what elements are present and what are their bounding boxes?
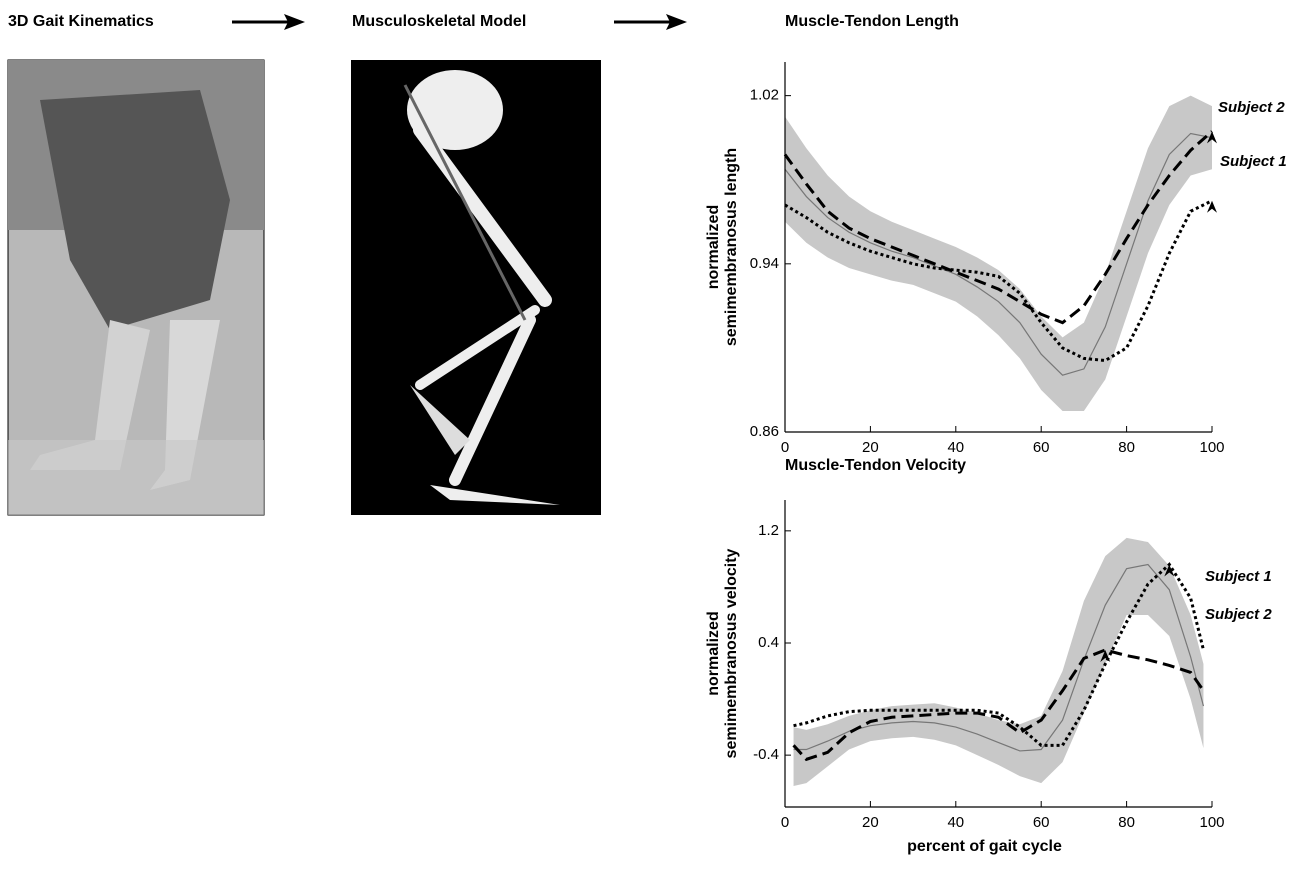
pointer-arrow: [1207, 131, 1217, 144]
y-axis-label: normalized: [705, 205, 722, 289]
pointer-arrow: [1100, 649, 1111, 662]
y-axis-label: semimembranosus velocity: [723, 548, 740, 758]
series-label: Subject 2: [1205, 606, 1272, 623]
y-tick-label: 0.86: [750, 423, 779, 440]
sd-band: [793, 537, 1204, 786]
x-tick-label: 60: [1033, 439, 1050, 456]
x-tick-label: 40: [947, 814, 964, 831]
series-line: [793, 562, 1205, 747]
x-tick-label: 100: [1199, 814, 1224, 831]
chart-title: Muscle-Tendon Length: [785, 13, 959, 30]
chart-title: Muscle-Tendon Velocity: [785, 457, 966, 474]
arrow: [232, 14, 687, 30]
x-tick-label: 60: [1033, 814, 1050, 831]
x-tick-label: 0: [781, 814, 789, 831]
x-tick-label: 20: [862, 814, 879, 831]
x-tick-label: 40: [947, 439, 964, 456]
panel-title: Musculoskeletal Model: [352, 13, 526, 30]
pointer-arrow: [1207, 200, 1217, 213]
x-tick-label: 100: [1199, 439, 1224, 456]
y-tick-label: -0.4: [753, 746, 779, 763]
panel-title: 3D Gait Kinematics: [8, 13, 154, 30]
series-line: [792, 648, 1205, 762]
series-line: [783, 130, 1213, 325]
series-label: Subject 1: [1220, 153, 1287, 170]
x-tick-label: 0: [781, 439, 789, 456]
sd-band: [785, 95, 1212, 411]
series-label: Subject 1: [1205, 568, 1272, 585]
x-tick-label: 80: [1118, 814, 1135, 831]
mean-line: [784, 132, 1213, 376]
x-axis-label: percent of gait cycle: [907, 838, 1062, 855]
photo: [7, 59, 265, 516]
skeleton-image: [351, 60, 601, 515]
series-label: Subject 2: [1218, 99, 1285, 116]
y-tick-label: 1.2: [758, 522, 779, 539]
x-tick-label: 80: [1118, 439, 1135, 456]
series-line: [784, 199, 1213, 363]
y-tick-label: 0.94: [750, 255, 779, 272]
x-tick-label: 20: [862, 439, 879, 456]
y-tick-label: 0.4: [758, 634, 779, 651]
pointer-arrow: [1164, 564, 1175, 577]
y-axis-label: normalized: [705, 611, 722, 695]
y-tick-label: 1.02: [750, 87, 779, 104]
y-axis-label: semimembranosus length: [723, 148, 740, 346]
